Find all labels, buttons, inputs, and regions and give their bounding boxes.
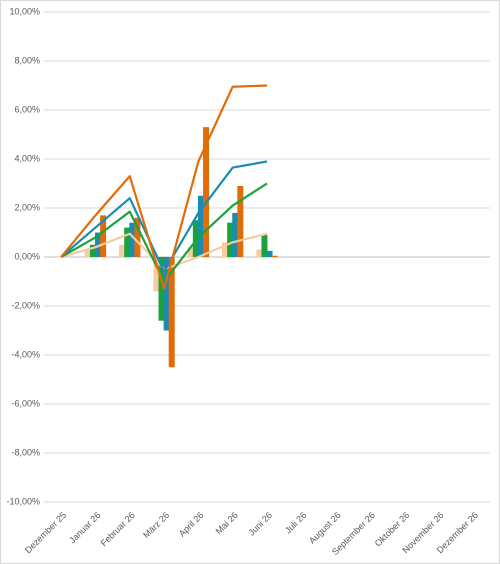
y-tick-label: -8,00% <box>11 447 40 457</box>
bar <box>168 257 175 368</box>
bar <box>203 127 210 258</box>
line <box>60 182 268 283</box>
bar <box>261 234 268 257</box>
bar <box>134 217 141 257</box>
y-tick-label: 10,00% <box>9 6 40 16</box>
y-tick-label: -6,00% <box>11 398 40 408</box>
bar <box>232 212 239 257</box>
y-tick-label: -10,00% <box>6 496 40 506</box>
y-tick-label: 6,00% <box>14 104 40 114</box>
y-tick-label: -2,00% <box>11 300 40 310</box>
line <box>60 84 268 290</box>
bar <box>84 249 91 257</box>
bar <box>124 227 131 257</box>
line <box>60 160 268 273</box>
bar <box>197 195 204 257</box>
bar <box>222 242 229 257</box>
bar <box>100 215 107 257</box>
y-tick-label: 2,00% <box>14 202 40 212</box>
bar <box>271 255 278 257</box>
bar <box>95 232 102 257</box>
bar <box>227 222 234 257</box>
y-tick-label: -4,00% <box>11 349 40 359</box>
bar <box>129 222 136 257</box>
bar <box>119 244 126 257</box>
bar <box>256 249 263 257</box>
bar <box>266 250 273 257</box>
bar <box>237 185 244 257</box>
bar <box>187 247 194 257</box>
y-tick-label: 4,00% <box>14 153 40 163</box>
bar <box>192 220 199 257</box>
y-tick-label: 0,00% <box>14 251 40 261</box>
bar <box>158 257 165 321</box>
bar <box>163 257 170 331</box>
bar <box>89 244 96 257</box>
y-tick-label: 8,00% <box>14 55 40 65</box>
bar <box>153 257 160 292</box>
